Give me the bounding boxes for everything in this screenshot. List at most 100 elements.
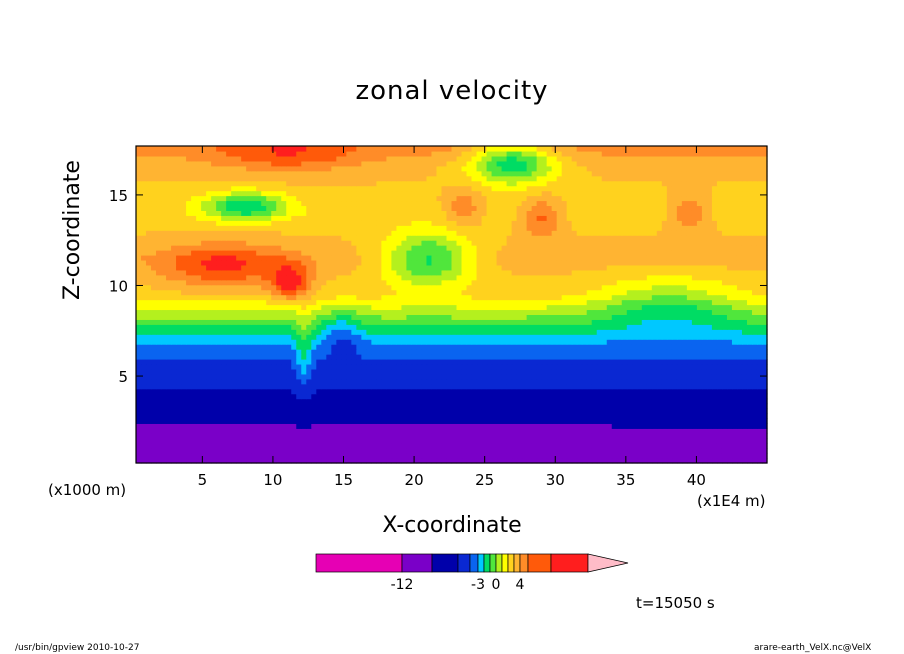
heatmap-cell (501, 299, 508, 306)
heatmap-cell (196, 373, 202, 380)
heatmap-cell (366, 378, 372, 385)
heatmap-cell (366, 339, 372, 345)
heatmap-cell (356, 438, 362, 444)
heatmap-cell (206, 448, 212, 454)
heatmap-cell (756, 334, 763, 340)
heatmap-cell (271, 339, 277, 345)
heatmap-cell (491, 428, 498, 434)
heatmap-cell (296, 428, 302, 434)
heatmap-cell (181, 344, 187, 350)
heatmap-cell (541, 363, 548, 370)
heatmap-cell (731, 373, 738, 380)
heatmap-cell (451, 403, 458, 410)
heatmap-cell (346, 294, 352, 301)
heatmap-cell (711, 309, 718, 315)
heatmap-cell (406, 413, 413, 420)
heatmap-cell (431, 358, 438, 365)
heatmap-cell (521, 334, 528, 340)
heatmap-cell (436, 403, 443, 410)
heatmap-cell (671, 289, 678, 296)
heatmap-cell (581, 413, 588, 420)
heatmap-cell (671, 458, 678, 464)
heatmap-cell (421, 448, 428, 454)
heatmap-cell (726, 443, 733, 449)
heatmap-cell (251, 423, 257, 429)
heatmap-cell (446, 309, 453, 315)
heatmap-cell (666, 289, 673, 296)
heatmap-cell (166, 448, 172, 454)
heatmap-cell (356, 324, 362, 330)
heatmap-cell (521, 438, 528, 444)
heatmap-cell (416, 269, 423, 276)
heatmap-cell (631, 274, 638, 281)
heatmap-cell (271, 269, 277, 276)
heatmap-cell (361, 334, 367, 340)
heatmap-cell (166, 329, 172, 335)
heatmap-cell (156, 368, 162, 375)
heatmap-cell (636, 433, 643, 439)
heatmap-cell (316, 363, 322, 370)
heatmap-cell (701, 344, 708, 350)
heatmap-cell (136, 373, 142, 380)
heatmap-cell (676, 403, 683, 410)
heatmap-cell (601, 358, 608, 365)
heatmap-cell (196, 274, 202, 281)
heatmap-cell (441, 398, 448, 405)
heatmap-cell (501, 448, 508, 454)
heatmap-cell (606, 344, 613, 350)
heatmap-cell (621, 304, 628, 311)
heatmap-cell (716, 433, 723, 439)
heatmap-cell (751, 448, 758, 454)
heatmap-cell (291, 264, 297, 271)
heatmap-cell (196, 304, 202, 311)
heatmap-cell (151, 344, 157, 350)
heatmap-cell (421, 453, 428, 459)
heatmap-cell (356, 319, 362, 325)
heatmap-cell (486, 344, 493, 350)
heatmap-cell (756, 368, 763, 375)
heatmap-cell (371, 319, 377, 325)
heatmap-cell (301, 274, 307, 281)
heatmap-cell (481, 269, 488, 276)
heatmap-cell (276, 413, 282, 420)
heatmap-cell (546, 383, 553, 390)
heatmap-cell (611, 368, 618, 375)
heatmap-cell (431, 378, 438, 385)
heatmap-cell (226, 393, 232, 400)
heatmap-cell (336, 433, 342, 439)
heatmap-cell (196, 264, 202, 271)
heatmap-cell (566, 443, 573, 449)
heatmap-cell (686, 284, 693, 291)
heatmap-cell (751, 393, 758, 400)
heatmap-cell (446, 458, 453, 464)
heatmap-cell (611, 458, 618, 464)
heatmap-cell (746, 319, 753, 325)
heatmap-cell (531, 413, 538, 420)
heatmap-cell (271, 279, 277, 286)
heatmap-cell (691, 274, 698, 281)
heatmap-cell (606, 443, 613, 449)
heatmap-cell (281, 448, 287, 454)
heatmap-cell (641, 309, 648, 315)
heatmap-cell (581, 294, 588, 301)
heatmap-cell (241, 413, 247, 420)
heatmap-cell (451, 289, 458, 296)
heatmap-cell (166, 453, 172, 459)
heatmap-cell (316, 314, 322, 320)
heatmap-cell (266, 438, 272, 444)
heatmap-cell (616, 378, 623, 385)
heatmap-cell (671, 398, 678, 405)
heatmap-cell (196, 388, 202, 395)
heatmap-cell (541, 453, 548, 459)
heatmap-cell (336, 393, 342, 400)
heatmap-cell (461, 358, 468, 365)
heatmap-cell (661, 319, 668, 325)
heatmap-cell (671, 324, 678, 330)
heatmap-cell (306, 299, 312, 306)
heatmap-cell (546, 329, 553, 335)
heatmap-cell (671, 448, 678, 454)
heatmap-cell (546, 373, 553, 380)
heatmap-cell (146, 413, 152, 420)
heatmap-cell (571, 289, 578, 296)
heatmap-cell (566, 269, 573, 276)
